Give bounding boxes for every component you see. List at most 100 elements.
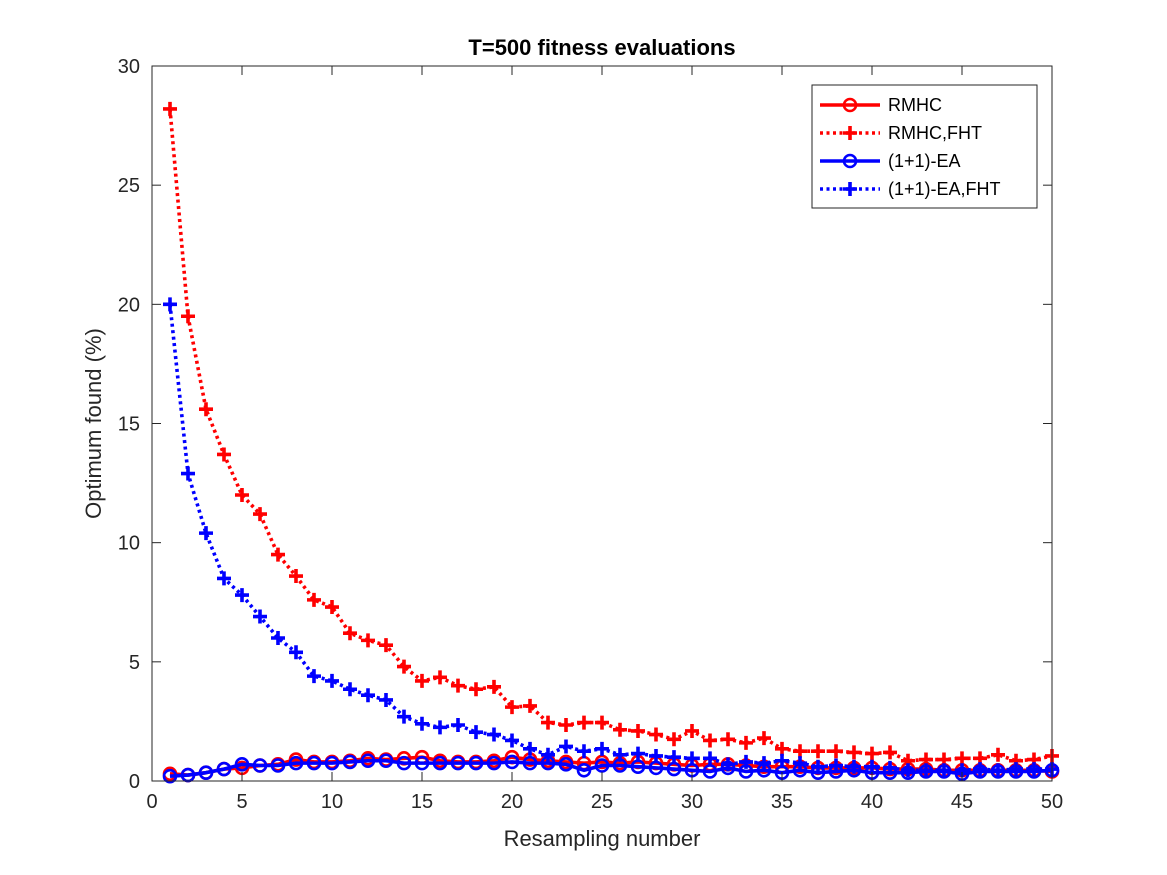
data-point — [469, 682, 483, 697]
data-point — [559, 717, 573, 732]
data-point — [703, 733, 717, 748]
data-point — [235, 588, 249, 603]
data-point — [865, 746, 879, 761]
x-tick-label: 50 — [1041, 791, 1063, 813]
data-point — [487, 727, 501, 742]
data-point — [252, 758, 268, 773]
data-point — [577, 715, 591, 730]
data-point — [343, 682, 357, 697]
x-tick-label: 35 — [771, 791, 793, 813]
legend: RMHC RMHC,FHT (1+1)-EA (1+1)-EA,FHT — [811, 84, 1038, 209]
legend-label: (1+1)-EA — [888, 151, 961, 171]
x-axis-label: Resampling number — [504, 826, 701, 851]
data-point — [685, 723, 699, 738]
data-point — [991, 763, 1005, 778]
data-point — [361, 633, 375, 648]
y-tick-label: 20 — [118, 294, 140, 316]
data-point — [793, 744, 807, 759]
data-point — [486, 755, 502, 771]
legend-marker — [843, 182, 857, 196]
data-point — [325, 673, 339, 688]
data-point — [378, 753, 394, 769]
data-point — [667, 732, 681, 747]
data-point — [361, 688, 375, 703]
data-point — [775, 741, 789, 756]
data-point — [306, 755, 322, 771]
data-point — [757, 731, 771, 746]
x-tick-label: 5 — [236, 791, 247, 813]
chart-title: T=500 fitness evaluations — [468, 35, 735, 60]
x-tick-label: 10 — [321, 791, 343, 813]
data-point — [631, 746, 645, 761]
data-point — [181, 466, 195, 481]
data-point — [271, 631, 285, 645]
data-point — [181, 309, 195, 324]
data-point — [505, 700, 519, 715]
data-point — [541, 715, 555, 730]
series-1 — [163, 101, 1059, 768]
x-tick-label: 0 — [146, 791, 157, 813]
data-point — [289, 569, 303, 584]
y-tick-label: 25 — [118, 175, 140, 197]
ticks-layer: 0 5 10 15 20 25 30 35 40 45 50 0 5 10 15 20 25 30 — [118, 56, 1063, 813]
y-axis-label: Optimum found (%) — [81, 328, 106, 519]
data-point — [217, 571, 231, 586]
data-point — [289, 645, 303, 660]
data-point — [702, 764, 718, 779]
data-point — [577, 744, 591, 759]
data-point — [595, 741, 609, 756]
data-point — [270, 758, 286, 773]
data-point — [559, 739, 573, 754]
data-point — [253, 609, 267, 624]
data-point — [163, 101, 177, 116]
data-point — [865, 759, 879, 774]
data-point — [523, 741, 537, 756]
data-point — [883, 760, 897, 775]
data-point — [163, 297, 177, 312]
data-point — [433, 670, 447, 685]
legend-marker — [843, 126, 857, 140]
data-point — [541, 747, 555, 762]
data-point — [360, 753, 376, 769]
data-point — [414, 755, 430, 771]
data-point — [162, 768, 178, 784]
data-point — [1009, 762, 1023, 777]
y-tick-label: 5 — [129, 652, 140, 674]
data-point — [775, 753, 789, 768]
data-point — [649, 748, 663, 763]
data-point — [342, 754, 358, 770]
legend-label: RMHC,FHT — [888, 123, 982, 143]
x-tick-label: 40 — [861, 791, 883, 813]
data-point — [235, 488, 249, 502]
data-point — [1027, 762, 1041, 777]
data-point — [973, 762, 987, 777]
legend-label: RMHC — [888, 95, 942, 115]
data-point — [451, 717, 465, 732]
data-point — [288, 755, 304, 771]
x-tick-label: 20 — [501, 791, 523, 813]
data-point — [883, 745, 897, 760]
data-point — [667, 750, 681, 765]
data-point — [397, 709, 411, 724]
data-point — [253, 507, 267, 522]
data-point — [649, 727, 663, 742]
y-tick-label: 10 — [118, 533, 140, 555]
legend-marker — [842, 153, 858, 169]
x-tick-label: 25 — [591, 791, 613, 813]
data-point — [432, 755, 448, 771]
data-point — [955, 751, 969, 766]
data-point — [919, 763, 933, 778]
data-point — [217, 447, 231, 462]
x-tick-label: 45 — [951, 791, 973, 813]
data-point — [685, 751, 699, 766]
data-point — [396, 755, 412, 771]
data-point — [451, 678, 465, 693]
x-tick-label: 15 — [411, 791, 433, 813]
data-point — [721, 757, 735, 772]
data-point — [595, 715, 609, 730]
data-point — [847, 759, 861, 774]
data-point — [199, 402, 213, 417]
y-tick-label: 0 — [129, 771, 140, 793]
data-point — [307, 669, 321, 684]
data-point — [469, 725, 483, 740]
